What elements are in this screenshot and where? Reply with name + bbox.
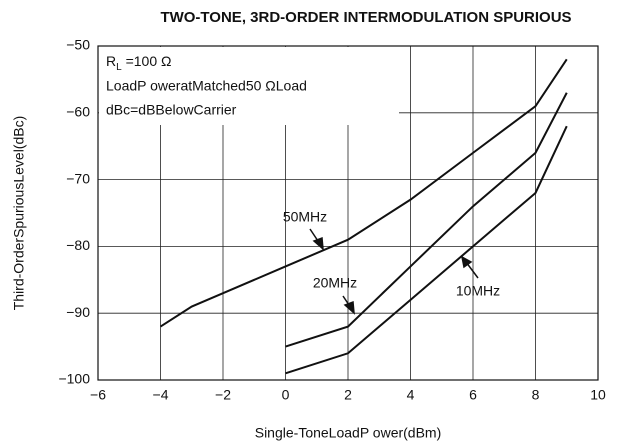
x-tick-label: 8 bbox=[532, 387, 540, 403]
series-label: 20MHz bbox=[313, 275, 357, 291]
x-tick-label: 10 bbox=[590, 387, 606, 403]
series-label: 10MHz bbox=[456, 283, 500, 299]
x-tick-label: 6 bbox=[469, 387, 477, 403]
note: RL =100 Ω bbox=[106, 53, 171, 73]
x-tick-label: 4 bbox=[407, 387, 415, 403]
note: dBc=dBBelowCarrier bbox=[106, 102, 237, 118]
y-axis-label: Third-OrderSpuriousLevel(dBc) bbox=[11, 116, 27, 311]
y-tick-label: −100 bbox=[58, 371, 90, 387]
note-r: R bbox=[106, 53, 116, 69]
arrows bbox=[309, 228, 479, 315]
plot-frame bbox=[97, 45, 599, 381]
x-tick-label: −4 bbox=[153, 387, 169, 403]
y-tick-label: −60 bbox=[66, 104, 90, 120]
series-label: 50MHz bbox=[283, 209, 327, 225]
y-tick-label: −70 bbox=[66, 170, 90, 186]
note: LoadP oweratMatched50 ΩLoad bbox=[106, 78, 307, 94]
note-sub: L bbox=[116, 62, 122, 73]
x-tick-label: −6 bbox=[90, 387, 106, 403]
note-rest: =100 Ω bbox=[122, 53, 172, 69]
notes-background bbox=[99, 47, 399, 125]
series-line bbox=[285, 125, 568, 375]
y-tick-label: −90 bbox=[66, 304, 90, 320]
series-line bbox=[285, 92, 568, 348]
x-tick-label: 0 bbox=[282, 387, 290, 403]
x-tick-label: 2 bbox=[344, 387, 352, 403]
y-tick-label: −50 bbox=[66, 37, 90, 53]
x-tick-label: −2 bbox=[215, 387, 231, 403]
x-axis-label: Single-ToneLoadP ower(dBm) bbox=[255, 425, 442, 441]
y-tick-label: −80 bbox=[66, 237, 90, 253]
chart-title: TWO-TONE, 3RD-ORDER INTERMODULATION SPUR… bbox=[160, 9, 571, 26]
series-line bbox=[159, 58, 568, 328]
